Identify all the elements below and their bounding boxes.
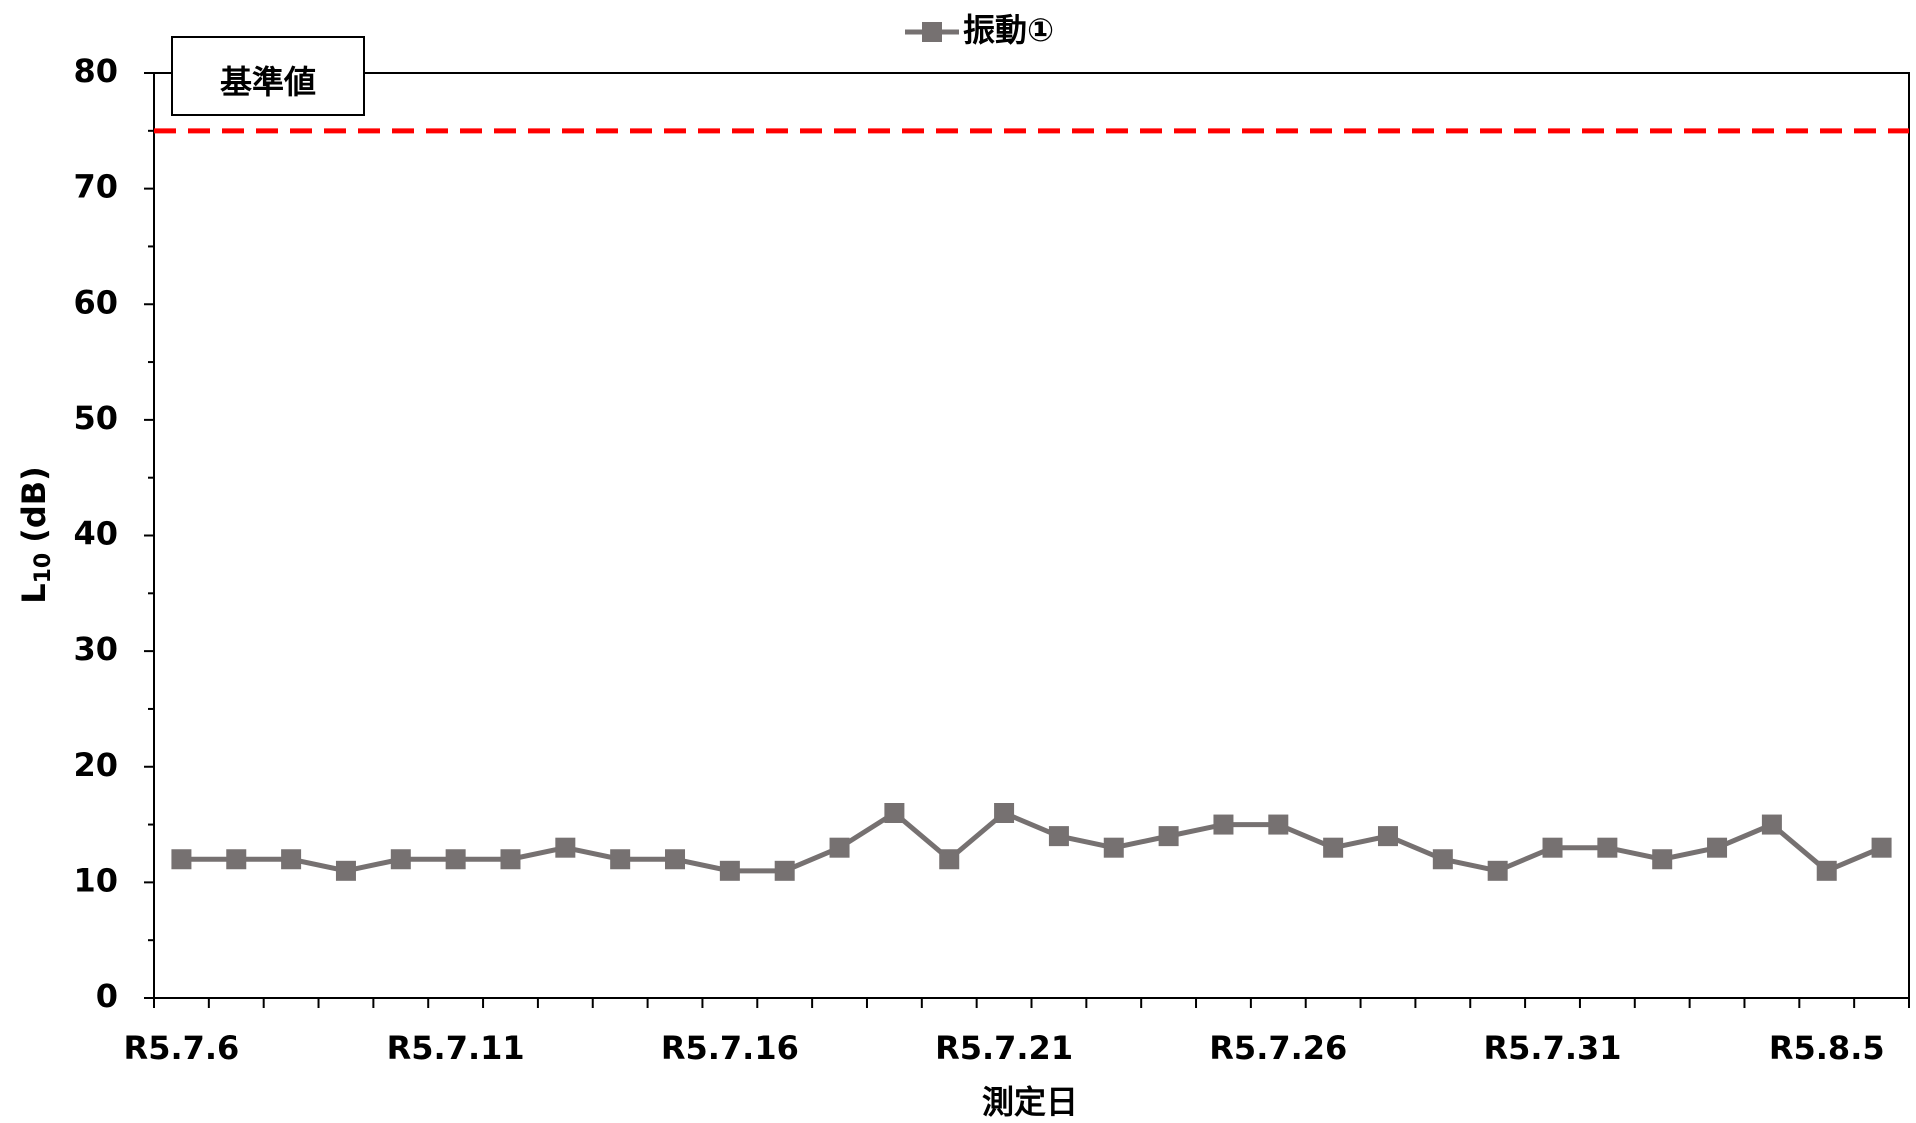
marker (1597, 837, 1618, 858)
marker (994, 803, 1015, 823)
y-tick-label: 80 (73, 52, 118, 90)
marker (1377, 826, 1398, 847)
marker (1213, 814, 1234, 835)
x-tick-label: R5.7.26 (1209, 1029, 1347, 1067)
x-tick-label: R5.7.6 (124, 1029, 240, 1067)
y-tick-label: 50 (73, 399, 118, 437)
marker (884, 803, 905, 823)
y-tick-label: 10 (73, 861, 118, 899)
marker (281, 849, 302, 870)
y-tick-label: 70 (73, 168, 118, 206)
marker (939, 849, 960, 870)
marker (829, 837, 850, 858)
marker (1761, 814, 1782, 835)
reference-label-box (171, 36, 365, 116)
y-axis-title-main: L (15, 583, 53, 603)
marker (335, 860, 356, 881)
marker (1048, 826, 1069, 847)
marker (1871, 837, 1892, 858)
marker (1158, 826, 1179, 847)
reference-label: 基準値 (220, 63, 316, 101)
y-tick-label: 30 (73, 630, 118, 668)
marker (1542, 837, 1563, 858)
marker (1652, 849, 1673, 870)
marker (226, 849, 247, 870)
y-tick-label: 60 (73, 283, 118, 321)
marker (1432, 849, 1453, 870)
y-tick-label: 20 (73, 746, 118, 784)
y-axis-title: L10 (dB) (15, 466, 56, 604)
marker (1103, 837, 1124, 858)
x-tick-label: R5.7.16 (661, 1029, 799, 1067)
legend-marker (922, 22, 942, 42)
marker (610, 849, 631, 870)
x-axis-title: 測定日 (982, 1083, 1078, 1121)
marker (555, 837, 576, 858)
x-tick-label: R5.7.11 (387, 1029, 525, 1067)
x-tick-label: R5.7.31 (1484, 1029, 1622, 1067)
marker (719, 860, 740, 881)
legend-label: 振動① (963, 11, 1054, 49)
x-tick-label: R5.8.5 (1769, 1029, 1885, 1067)
marker (445, 849, 466, 870)
marker (1323, 837, 1344, 858)
marker (500, 849, 521, 870)
marker (171, 849, 192, 870)
series-line (181, 809, 1883, 874)
marker (774, 860, 795, 881)
x-tick-label: R5.7.21 (935, 1029, 1073, 1067)
marker (1487, 860, 1508, 881)
marker (665, 849, 686, 870)
y-axis-title-unit: (dB) (15, 466, 53, 543)
marker (1268, 814, 1289, 835)
marker (1707, 837, 1728, 858)
y-tick-label: 0 (96, 977, 118, 1015)
y-axis-title-subscript: 10 (31, 553, 56, 584)
marker (1816, 860, 1837, 881)
y-tick-label: 40 (73, 515, 118, 553)
marker (390, 849, 411, 870)
